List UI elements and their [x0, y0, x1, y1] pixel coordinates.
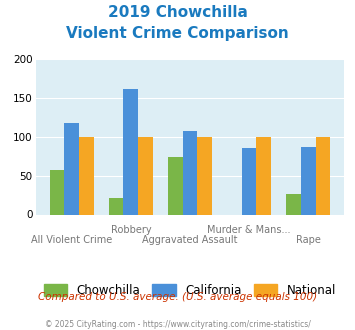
Text: Violent Crime Comparison: Violent Crime Comparison	[66, 26, 289, 41]
Bar	[197, 137, 212, 214]
Bar	[256, 137, 271, 214]
Bar	[301, 147, 316, 214]
Text: 2019 Chowchilla: 2019 Chowchilla	[108, 5, 247, 20]
Bar	[316, 137, 330, 214]
Bar	[79, 137, 94, 214]
Bar	[64, 123, 79, 214]
Text: © 2025 CityRating.com - https://www.cityrating.com/crime-statistics/: © 2025 CityRating.com - https://www.city…	[45, 320, 310, 329]
Text: Compared to U.S. average. (U.S. average equals 100): Compared to U.S. average. (U.S. average …	[38, 292, 317, 302]
Bar	[50, 170, 64, 214]
Bar	[286, 194, 301, 214]
Bar	[168, 157, 182, 214]
Bar	[182, 131, 197, 214]
Text: Robbery: Robbery	[110, 225, 151, 235]
Bar	[124, 89, 138, 214]
Text: Aggravated Assault: Aggravated Assault	[142, 235, 238, 245]
Text: Rape: Rape	[296, 235, 321, 245]
Text: All Violent Crime: All Violent Crime	[31, 235, 112, 245]
Legend: Chowchilla, California, National: Chowchilla, California, National	[39, 279, 341, 302]
Bar	[138, 137, 153, 214]
Text: Murder & Mans...: Murder & Mans...	[207, 225, 291, 235]
Bar	[109, 198, 124, 214]
Bar	[242, 148, 256, 214]
